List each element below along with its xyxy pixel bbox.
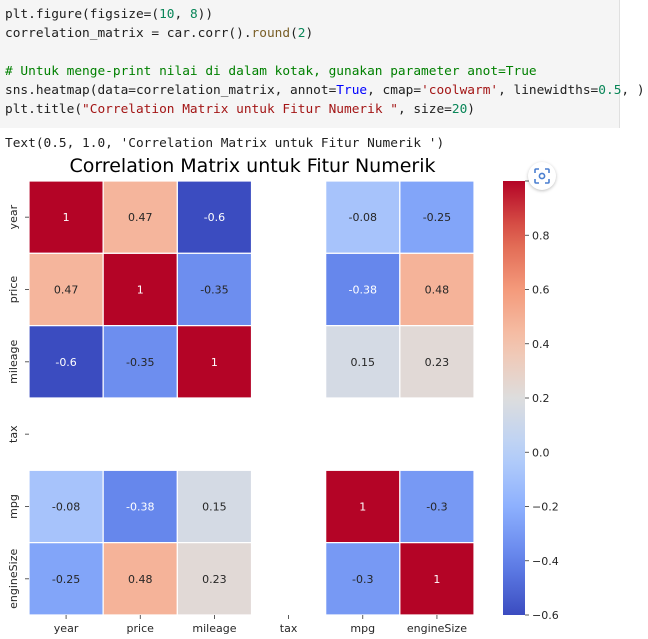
colorbar-tick-label: 0.6 [532, 284, 550, 297]
heatmap-cell [399, 180, 475, 254]
code-line: plt.figure(figsize=(10, 8)) [5, 5, 619, 24]
code-token: ) [305, 26, 314, 41]
heatmap-cell-value: 0.15 [351, 356, 376, 369]
y-tick-label: price [7, 276, 20, 304]
heatmap-cell [399, 325, 475, 399]
heatmap-cell-value: 0.47 [128, 211, 153, 224]
code-line: # Untuk menge-print nilai di dalam kotak… [5, 62, 619, 81]
heatmap-cell-value: -0.08 [349, 211, 377, 224]
x-tick-label: mpg [350, 622, 375, 635]
heatmap-cell-value: -0.38 [349, 283, 377, 296]
code-token: ( [290, 26, 298, 41]
heatmap-cell-value: 0.48 [425, 283, 450, 296]
x-tick-label: tax [280, 622, 298, 635]
code-cell[interactable]: plt.figure(figsize=(10, 8)) correlation_m… [0, 0, 645, 128]
y-tick-label: tax [7, 425, 20, 443]
y-tick-label: mileage [7, 340, 20, 384]
code-token: 0.5 [598, 83, 622, 98]
heatmap-cell [325, 325, 401, 399]
code-token: , size= [397, 102, 452, 117]
cell-output-text: Text(0.5, 1.0, 'Correlation Matrix untuk… [5, 136, 445, 151]
heatmap-cell [325, 542, 401, 616]
heatmap-cell-value: 0.23 [425, 356, 450, 369]
heatmap-cell [176, 252, 253, 327]
code-token: 8 [189, 7, 198, 22]
heatmap-cell [325, 469, 401, 544]
code-token: "Correlation Matrix untuk Fitur Numerik … [82, 102, 398, 117]
y-tick-label: engineSize [7, 549, 20, 609]
code-line: plt.title("Correlation Matrix untuk Fitu… [5, 100, 619, 119]
colorbar-tick-label: 0.2 [532, 392, 550, 405]
google-lens-icon[interactable] [528, 162, 556, 190]
heatmap-cell-value: 1 [211, 356, 218, 369]
x-tick-label: price [127, 622, 155, 635]
code-token: )) [197, 7, 214, 22]
code-token: sns.heatmap(data=correlation_matrix, ann… [5, 83, 337, 98]
code-token: , ) [621, 83, 645, 98]
code-token: 'coolwarm' [421, 83, 499, 98]
y-tick-label: year [7, 204, 20, 229]
heatmap-cell-value: -0.08 [52, 500, 80, 513]
heatmap-cell-value: 0.15 [202, 500, 227, 513]
colorbar-tick-label: −0.4 [532, 555, 559, 568]
heatmap-cell [176, 325, 253, 399]
heatmap-cell [176, 469, 253, 544]
colorbar-tick-label: −0.6 [532, 609, 559, 622]
code-token: 10 [159, 7, 175, 22]
heatmap-cell-value: 1 [433, 573, 440, 586]
code-token: plt.title( [5, 102, 83, 117]
heatmap-cell [102, 180, 178, 254]
heatmap-cell [399, 252, 475, 327]
code-token: plt.figure(figsize=( [5, 7, 160, 22]
heatmap-cell-value: 0.47 [54, 283, 79, 296]
heatmap-cell-value: 0.23 [202, 573, 227, 586]
code-line: sns.heatmap(data=correlation_matrix, ann… [5, 81, 645, 100]
heatmap-cell-value: -0.35 [200, 283, 228, 296]
heatmap-cell-value: -0.25 [52, 573, 80, 586]
colorbar [503, 181, 525, 615]
heatmap-cell [28, 252, 104, 327]
y-tick-label: mpg [7, 494, 20, 519]
heatmap-cell-value: 1 [137, 283, 144, 296]
code-token: , [174, 7, 190, 22]
heatmap-cell [176, 180, 253, 254]
code-token: True [336, 83, 368, 98]
code-token: , linewidths= [498, 83, 599, 98]
google-lens-glyph [534, 168, 550, 184]
code-token: ) [467, 102, 476, 117]
colorbar-tick-label: 0.4 [532, 338, 550, 351]
code-token: round [251, 26, 291, 41]
colorbar-tick-label: −0.2 [532, 501, 559, 514]
heatmap-cell [102, 469, 178, 544]
heatmap-cell [28, 180, 104, 254]
heatmap-cell-value: -0.3 [426, 500, 447, 513]
x-tick-label: mileage [192, 622, 236, 635]
heatmap-cell-value: -0.6 [55, 356, 76, 369]
colorbar-tick-label: 0.8 [532, 229, 550, 242]
heatmap-cell-value: -0.6 [204, 211, 225, 224]
code-token: 20 [451, 102, 468, 117]
heatmap-cell-value: -0.35 [126, 356, 154, 369]
heatmap-cell-value: 0.48 [128, 573, 153, 586]
heatmap-cell [102, 325, 178, 399]
colorbar-tick-label: 0.0 [532, 446, 550, 459]
x-tick-label: engineSize [407, 622, 467, 635]
x-tick-label: year [54, 622, 79, 635]
code-token: , cmap= [367, 83, 422, 98]
heatmap-cell [399, 542, 475, 616]
heatmap-cell [176, 542, 253, 616]
chart-title: Correlation Matrix untuk Fitur Numerik [69, 155, 436, 177]
code-token: correlation_matrix = car.corr(). [5, 26, 252, 41]
code-token: # Untuk menge-print nilai di dalam kotak… [5, 64, 537, 79]
heatmap-cell-value: 1 [359, 500, 366, 513]
heatmap-cell [399, 469, 475, 544]
heatmap-cell [325, 180, 401, 254]
heatmap-cell-value: -0.25 [423, 211, 451, 224]
code-token: 2 [297, 26, 306, 41]
heatmap-cell-value: -0.3 [352, 573, 373, 586]
code-line: correlation_matrix = car.corr().round(2) [5, 24, 619, 43]
heatmap-cell-value: -0.38 [126, 500, 154, 513]
heatmap-cell-value: 1 [63, 211, 70, 224]
